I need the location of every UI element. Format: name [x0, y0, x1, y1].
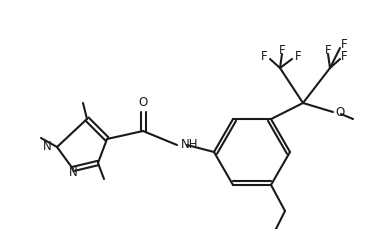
Text: O: O: [335, 106, 344, 118]
Text: F: F: [261, 49, 267, 63]
Text: N: N: [43, 141, 52, 153]
Text: F: F: [295, 49, 301, 63]
Text: F: F: [325, 44, 332, 57]
Text: F: F: [341, 38, 347, 51]
Text: F: F: [279, 44, 285, 57]
Text: N: N: [69, 166, 77, 178]
Text: O: O: [138, 96, 148, 109]
Text: F: F: [341, 49, 347, 63]
Text: NH: NH: [181, 139, 199, 152]
